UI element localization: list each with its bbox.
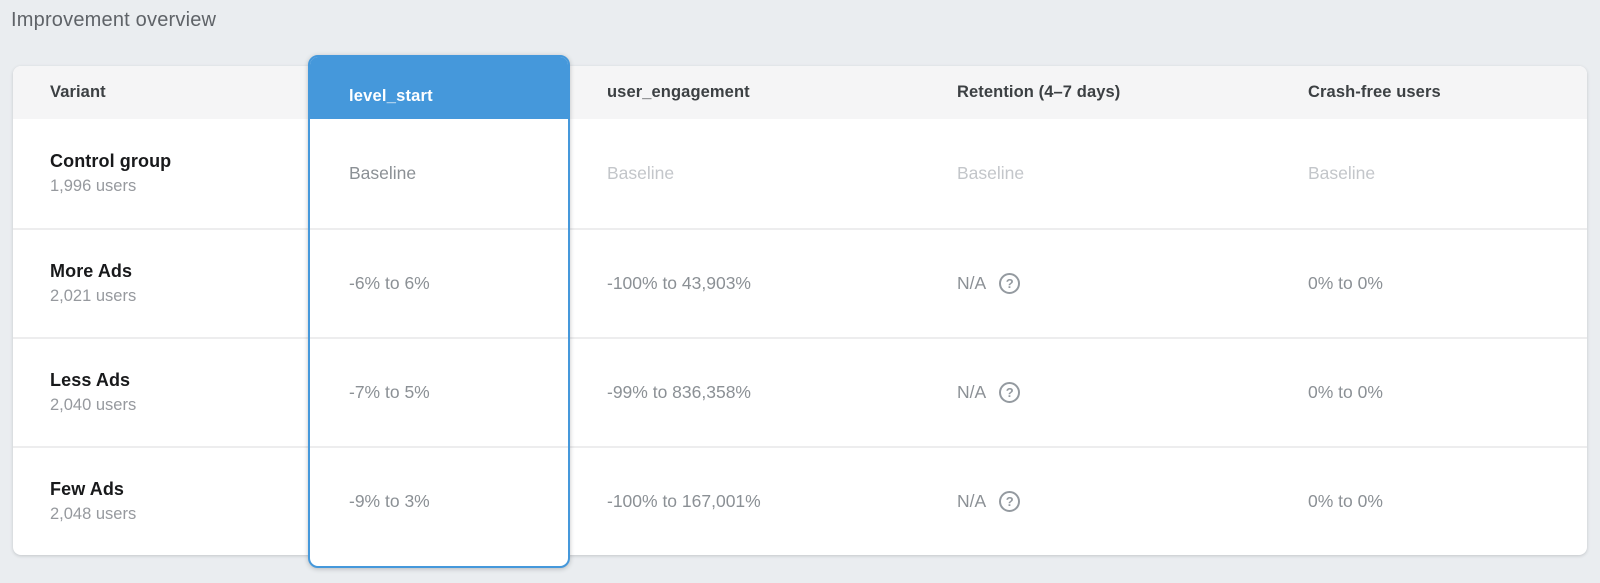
page-title: Improvement overview <box>11 9 217 31</box>
table-header-row: Variant user_engagement Retention (4–7 d… <box>13 66 1587 119</box>
level-start-value: -7% to 5% <box>310 337 568 446</box>
level-start-value: -9% to 3% <box>310 446 568 555</box>
help-icon[interactable]: ? <box>999 382 1021 403</box>
variant-cell: More Ads 2,021 users <box>13 261 308 306</box>
column-header-level-start[interactable]: level_start <box>310 57 568 119</box>
retention-cell: N/A ? <box>915 273 1266 294</box>
column-header-retention[interactable]: Retention (4–7 days) <box>957 83 1121 101</box>
retention-value: N/A <box>957 273 987 293</box>
variant-users: 2,040 users <box>50 396 137 414</box>
retention-value: N/A <box>957 382 987 402</box>
user-engagement-value: -100% to 43,903% <box>607 273 751 293</box>
help-icon[interactable]: ? <box>999 273 1021 294</box>
column-header-variant: Variant <box>50 83 106 101</box>
variant-name: Few Ads <box>50 479 125 499</box>
column-header-label: level_start <box>349 87 433 105</box>
variant-cell: Less Ads 2,040 users <box>13 370 308 415</box>
crash-free-value: Baseline <box>1308 163 1376 183</box>
table-row-control-group: Control group 1,996 users Baseline Basel… <box>13 119 1587 228</box>
crash-free-value: 0% to 0% <box>1308 273 1383 293</box>
retention-cell: N/A ? <box>915 491 1266 512</box>
column-header-user-engagement[interactable]: user_engagement <box>607 83 750 101</box>
user-engagement-value: -100% to 167,001% <box>607 491 761 511</box>
level-start-value: Baseline <box>349 163 417 183</box>
variant-name: Less Ads <box>50 370 131 390</box>
retention-cell: N/A ? <box>915 382 1266 403</box>
crash-free-value: 0% to 0% <box>1308 491 1383 511</box>
table-row-less-ads: Less Ads 2,040 users -99% to 836,358% N/… <box>13 337 1587 446</box>
user-engagement-value: -99% to 836,358% <box>607 382 751 402</box>
retention-value: N/A <box>957 491 987 511</box>
variant-name: More Ads <box>50 261 133 281</box>
variant-users: 2,048 users <box>50 505 137 523</box>
variant-users: 1,996 users <box>50 177 137 195</box>
table-row-few-ads: Few Ads 2,048 users -100% to 167,001% N/… <box>13 446 1587 555</box>
help-icon[interactable]: ? <box>999 491 1021 512</box>
table-row-more-ads: More Ads 2,021 users -100% to 43,903% N/… <box>13 228 1587 337</box>
retention-value: Baseline <box>957 163 1025 183</box>
variant-users: 2,021 users <box>50 287 137 305</box>
crash-free-value: 0% to 0% <box>1308 382 1383 402</box>
improvement-overview-table: Variant user_engagement Retention (4–7 d… <box>13 66 1587 555</box>
variant-cell: Few Ads 2,048 users <box>13 479 308 524</box>
column-header-crash-free[interactable]: Crash-free users <box>1308 83 1441 101</box>
variant-cell: Control group 1,996 users <box>13 151 308 196</box>
user-engagement-value: Baseline <box>607 163 675 183</box>
selected-metric-column-level-start[interactable]: level_start Baseline -6% to 6% -7% to 5%… <box>308 55 570 568</box>
level-start-value: -6% to 6% <box>310 228 568 337</box>
variant-name: Control group <box>50 151 172 171</box>
